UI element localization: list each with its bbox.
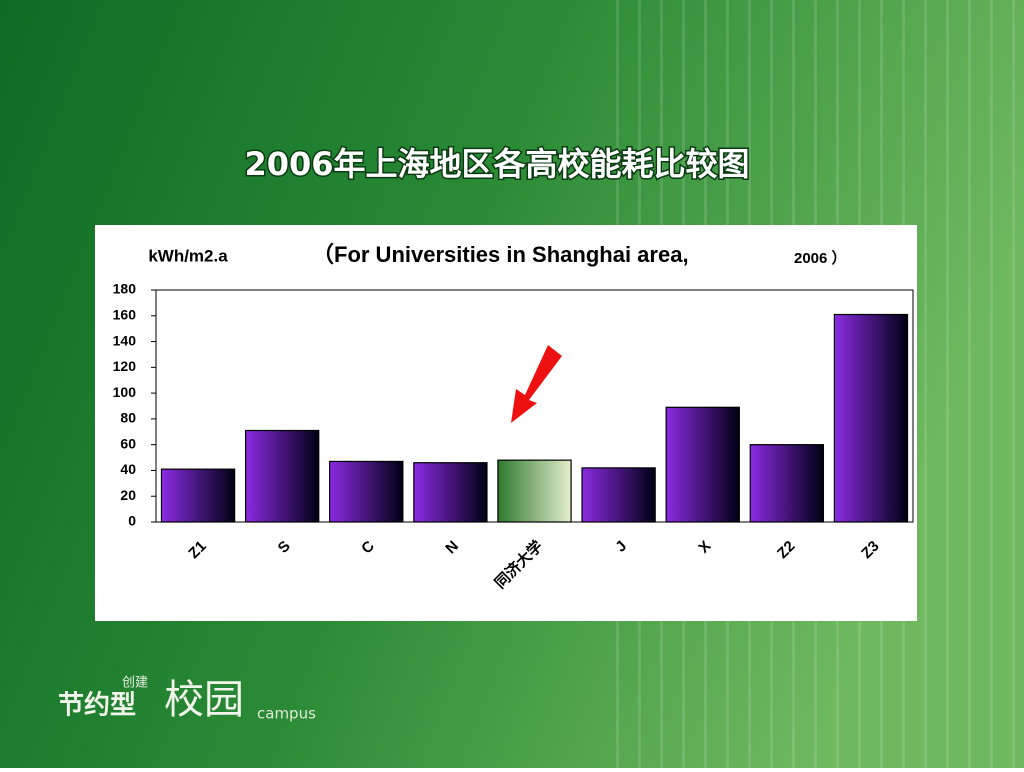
bar — [581, 467, 656, 523]
y-tick-label: 100 — [113, 384, 137, 400]
logo-big: 校园 — [164, 677, 244, 723]
y-tick-label: 140 — [113, 332, 137, 348]
bar — [329, 460, 404, 523]
bar — [833, 313, 909, 523]
logo-main: 节约型 — [58, 690, 136, 721]
slide-title: 2006年上海地区各高校能耗比较图 — [244, 145, 749, 183]
y-axis-label: kWh/m2.a — [148, 246, 228, 265]
arrow — [511, 345, 562, 423]
bar — [497, 459, 572, 523]
bar — [160, 468, 236, 523]
bar — [244, 429, 320, 523]
y-tick-label: 60 — [120, 435, 136, 451]
chart-subtitle-year: 2006 ） — [794, 249, 847, 267]
y-tick-label: 120 — [113, 358, 137, 374]
y-tick-label: 40 — [120, 461, 136, 477]
logo-small: 创建 — [122, 676, 148, 691]
y-tick-label: 160 — [113, 306, 137, 322]
bar — [413, 462, 488, 523]
y-tick-label: 80 — [120, 410, 136, 426]
bar — [665, 406, 740, 523]
y-tick-label: 0 — [128, 513, 136, 529]
logo-latin: campus — [257, 705, 316, 723]
chart-subtitle: （For Universities in Shanghai area, — [312, 242, 689, 267]
bar — [749, 444, 825, 523]
y-tick-label: 180 — [113, 281, 137, 297]
y-tick-label: 20 — [120, 487, 136, 503]
chart-panel — [95, 225, 917, 621]
